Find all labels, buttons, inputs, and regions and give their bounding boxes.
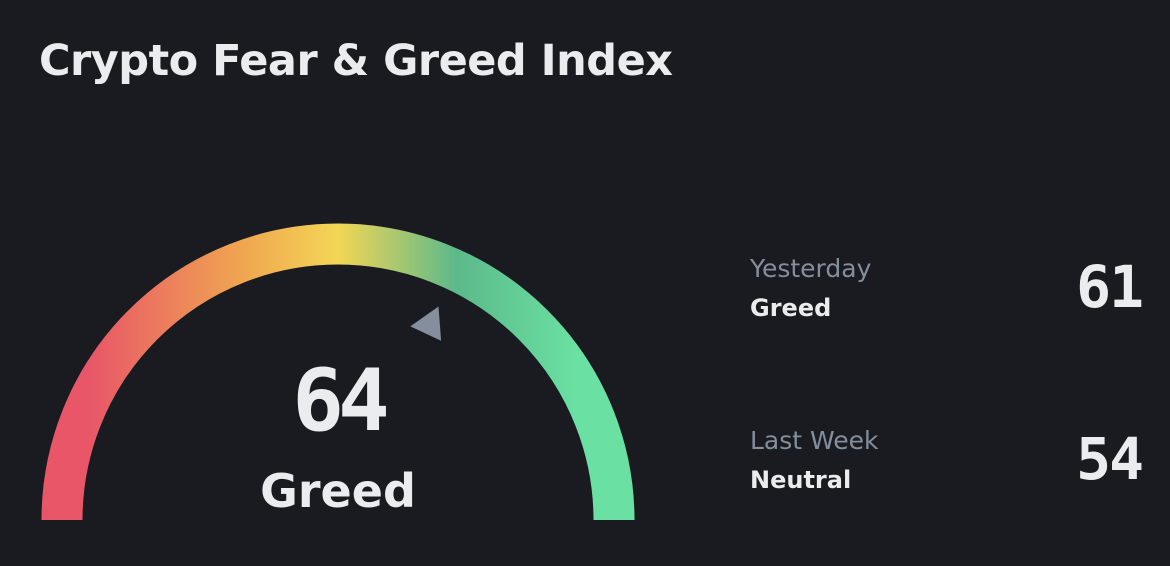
stat-yesterday: Yesterday Greed 61: [750, 253, 1144, 334]
stat-classification: Neutral: [750, 466, 852, 494]
gauge-arc: [41, 223, 635, 521]
stat-period-label: Yesterday: [750, 254, 872, 283]
stat-period-label: Last Week: [750, 426, 879, 455]
gauge-classification: Greed: [260, 464, 416, 518]
stat-value: 54: [1076, 425, 1144, 493]
stat-classification: Greed: [750, 294, 832, 322]
page-title: Crypto Fear & Greed Index: [39, 36, 673, 86]
stat-value: 61: [1076, 253, 1144, 321]
gauge-pointer-icon: [410, 306, 442, 341]
gauge-value: 64: [292, 351, 390, 451]
stat-last-week: Last Week Neutral 54: [750, 425, 1144, 506]
fear-greed-gauge: [41, 223, 635, 521]
